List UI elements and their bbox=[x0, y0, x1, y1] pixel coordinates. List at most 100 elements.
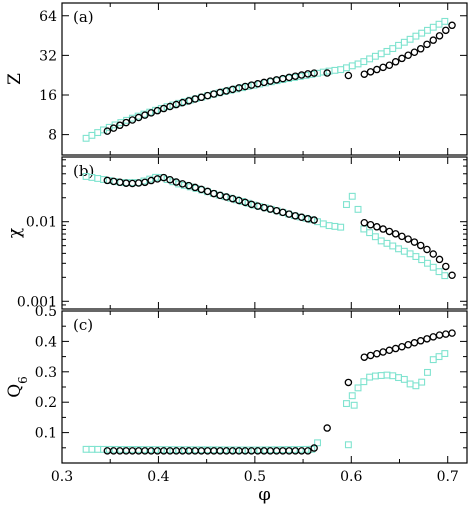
data-point-square bbox=[383, 239, 391, 247]
data-point-square bbox=[82, 134, 90, 142]
data-point-square bbox=[360, 378, 368, 386]
y-tick-label: 0.4 bbox=[35, 334, 57, 350]
y-tick-label: 16 bbox=[39, 88, 57, 104]
series-squares bbox=[82, 173, 449, 280]
data-point-circle bbox=[442, 330, 450, 338]
x-tick-label: 0.7 bbox=[437, 469, 459, 485]
data-point-circle bbox=[398, 342, 406, 351]
panel-3: 0.3 0.4 0.5 0.6 0.7 0.1 0.2 0.3 0.4 0.5 Q6 (c) φ bbox=[5, 304, 468, 505]
data-point-circle bbox=[360, 218, 369, 227]
data-point-circle bbox=[360, 70, 369, 78]
x-tick-label: 0.6 bbox=[340, 469, 362, 485]
data-point-square bbox=[412, 382, 420, 390]
y-tick-label: 0.2 bbox=[35, 395, 57, 411]
y-tick-label: 8 bbox=[48, 128, 57, 144]
data-point-square bbox=[412, 253, 420, 260]
data-point-circle bbox=[373, 223, 381, 231]
data-point-circle bbox=[435, 331, 444, 339]
data-point-circle bbox=[391, 344, 400, 353]
data-point-square bbox=[406, 35, 414, 43]
data-point-circle bbox=[344, 378, 353, 387]
data-point-square bbox=[395, 41, 402, 49]
data-point-circle bbox=[344, 71, 353, 80]
data-point-circle bbox=[297, 71, 306, 79]
data-point-square bbox=[371, 233, 379, 241]
data-point-square bbox=[360, 225, 368, 233]
data-point-circle bbox=[304, 70, 312, 78]
data-point-square bbox=[350, 401, 358, 409]
data-point-circle bbox=[323, 69, 331, 77]
series-circles bbox=[103, 173, 456, 280]
data-point-circle bbox=[203, 91, 212, 100]
data-point-square bbox=[389, 242, 397, 250]
data-point-square bbox=[418, 29, 426, 37]
data-point-circle bbox=[416, 241, 425, 250]
data-point-square bbox=[337, 66, 345, 74]
data-point-square bbox=[348, 392, 356, 400]
y-axis-label: Q6 bbox=[5, 376, 30, 398]
x-tick-label: 0.5 bbox=[244, 469, 266, 485]
data-point-square bbox=[395, 245, 402, 253]
data-point-square bbox=[94, 129, 102, 137]
data-point-circle bbox=[360, 353, 369, 361]
data-point-circle bbox=[442, 262, 450, 271]
panel-label: (c) bbox=[73, 316, 93, 334]
data-point-circle bbox=[373, 349, 381, 358]
data-point-circle bbox=[304, 447, 312, 455]
y-tick-label: 0.5 bbox=[35, 304, 57, 320]
data-point-circle bbox=[379, 225, 387, 233]
data-point-circle bbox=[416, 337, 425, 345]
data-point-circle bbox=[147, 447, 155, 455]
data-point-circle bbox=[203, 187, 212, 196]
data-point-square bbox=[344, 441, 352, 449]
data-point-circle bbox=[116, 121, 124, 130]
data-point-square bbox=[435, 20, 443, 28]
data-point-square bbox=[331, 222, 339, 230]
data-point-circle bbox=[128, 116, 137, 124]
data-point-square bbox=[314, 439, 321, 447]
data-point-circle bbox=[385, 346, 394, 355]
data-point-square bbox=[100, 126, 107, 134]
data-point-square bbox=[371, 52, 379, 60]
data-point-square bbox=[366, 373, 374, 381]
data-point-circle bbox=[166, 175, 174, 184]
data-point-circle bbox=[310, 444, 318, 452]
data-point-circle bbox=[448, 329, 456, 337]
data-point-square bbox=[354, 60, 362, 68]
data-point-square bbox=[366, 55, 374, 63]
data-point-circle bbox=[410, 339, 419, 347]
y-tick-label: 0.3 bbox=[35, 365, 57, 381]
data-point-square bbox=[429, 23, 437, 31]
data-point-circle bbox=[128, 447, 137, 455]
data-point-square bbox=[348, 192, 356, 200]
data-point-circle bbox=[310, 69, 318, 77]
data-point-square bbox=[377, 237, 385, 245]
data-point-square bbox=[331, 66, 339, 74]
data-point-square bbox=[88, 445, 96, 453]
data-point-circle bbox=[197, 185, 206, 194]
y-tick-label: 0.001 bbox=[17, 294, 57, 310]
data-point-square bbox=[377, 372, 385, 379]
data-point-square bbox=[88, 131, 96, 139]
data-point-circle bbox=[178, 180, 187, 188]
data-point-circle bbox=[366, 351, 375, 360]
series-circles bbox=[103, 21, 456, 135]
data-point-circle bbox=[379, 63, 387, 72]
data-point-square bbox=[400, 375, 408, 383]
data-point-circle bbox=[423, 335, 431, 343]
data-point-square bbox=[400, 38, 408, 46]
data-point-square bbox=[325, 222, 333, 230]
data-point-circle bbox=[404, 235, 412, 243]
data-point-circle bbox=[159, 173, 168, 182]
y-tick-label: 0.1 bbox=[35, 426, 57, 442]
data-point-square bbox=[360, 58, 368, 66]
plot-frame bbox=[61, 2, 468, 156]
data-point-square bbox=[82, 445, 90, 453]
data-point-square bbox=[441, 272, 449, 280]
data-point-circle bbox=[398, 54, 406, 63]
data-point-square bbox=[383, 47, 391, 55]
data-point-circle bbox=[404, 51, 412, 60]
data-point-square bbox=[343, 64, 350, 72]
